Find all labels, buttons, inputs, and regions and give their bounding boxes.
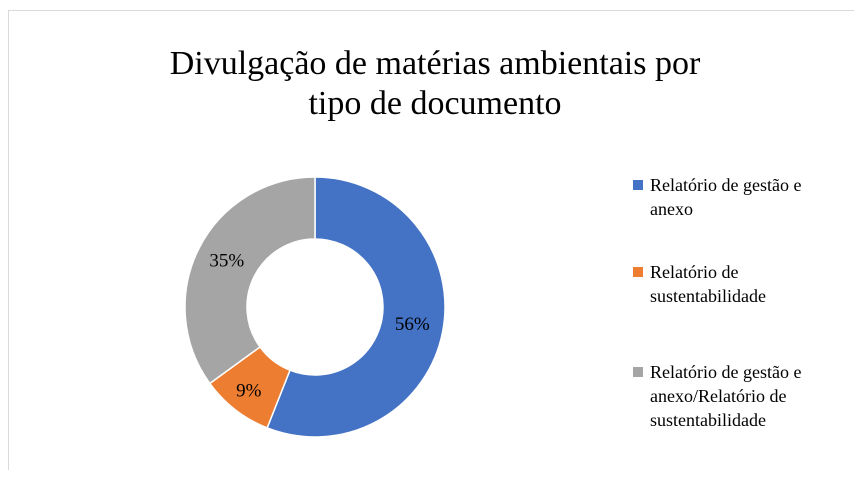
- chart-title: Divulgação de matérias ambientais por ti…: [169, 45, 701, 122]
- legend-swatch: [633, 267, 643, 277]
- legend-label: Relatório de gestão e anexo/Relatório de…: [650, 362, 802, 430]
- chart-frame: [8, 10, 854, 470]
- legend-swatch: [633, 367, 643, 377]
- data-label: 56%: [395, 314, 430, 335]
- legend-swatch: [633, 180, 643, 190]
- legend-item: Relatório de gestão e anexo/Relatório de…: [633, 360, 848, 432]
- data-label: 9%: [236, 381, 262, 402]
- data-label: 35%: [209, 250, 244, 271]
- legend-label: Relatório de gestão e anexo: [650, 175, 802, 219]
- legend-item: Relatório de sustentabilidade: [633, 260, 848, 308]
- legend-item: Relatório de gestão e anexo: [633, 173, 848, 221]
- donut-slice: [266, 176, 446, 438]
- legend-label: Relatório de sustentabilidade: [650, 262, 766, 306]
- donut-slice: [184, 176, 316, 385]
